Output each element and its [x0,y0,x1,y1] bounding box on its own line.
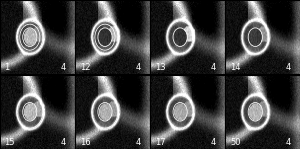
Text: 4: 4 [60,138,66,147]
Text: 14: 14 [230,63,240,72]
Text: 4: 4 [286,138,291,147]
Text: 4: 4 [60,63,66,72]
Text: 13: 13 [155,63,165,72]
Text: 4: 4 [211,63,216,72]
Text: 50: 50 [230,138,240,147]
Text: 12: 12 [80,63,90,72]
Text: 15: 15 [4,138,15,147]
Text: 16: 16 [80,138,90,147]
Text: 4: 4 [136,63,141,72]
Text: 4: 4 [136,138,141,147]
Text: 4: 4 [211,138,216,147]
Text: 17: 17 [155,138,165,147]
Text: 1: 1 [4,63,10,72]
Text: 4: 4 [286,63,291,72]
